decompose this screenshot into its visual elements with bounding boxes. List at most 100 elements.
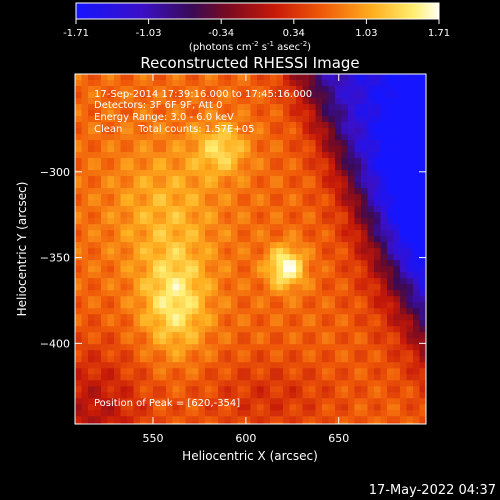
heatmap-cell (263, 248, 271, 255)
heatmap-cell (315, 80, 323, 87)
heatmap-cell (354, 152, 362, 159)
heatmap-cell (224, 98, 232, 105)
heatmap-cell (224, 158, 232, 165)
heatmap-cell (361, 92, 369, 99)
heatmap-cell (296, 218, 304, 225)
heatmap-cell (94, 416, 102, 423)
colorbar-gradient (75, 2, 440, 20)
heatmap-cell (179, 332, 187, 339)
heatmap-cell (231, 158, 239, 165)
heatmap-cell (94, 254, 102, 261)
heatmap-cell (146, 98, 154, 105)
heatmap-cell (244, 188, 252, 195)
heatmap-cell (374, 422, 382, 424)
heatmap-cell (218, 392, 226, 399)
heatmap-cell (257, 200, 265, 207)
heatmap-cell (400, 224, 408, 231)
heatmap-cell (296, 146, 304, 153)
heatmap-cell (309, 206, 317, 213)
heatmap-cell (270, 320, 278, 327)
heatmap-cell (153, 104, 161, 111)
heatmap-cell (335, 392, 343, 399)
heatmap-cell (276, 380, 284, 387)
heatmap-cell (263, 170, 271, 177)
heatmap-cell (140, 158, 148, 165)
heatmap-cell (75, 170, 83, 177)
heatmap-cell (263, 392, 271, 399)
heatmap-cell (179, 122, 187, 129)
heatmap-cell (172, 128, 180, 135)
heatmap-cell (361, 338, 369, 345)
heatmap-cell (283, 254, 291, 261)
heatmap-cell (211, 422, 219, 424)
heatmap-cell (335, 188, 343, 195)
heatmap-cell (159, 206, 167, 213)
heatmap-cell (218, 350, 226, 357)
heatmap-cell (159, 158, 167, 165)
heatmap-cell (250, 140, 258, 147)
heatmap-cell (354, 398, 362, 405)
heatmap-cell (302, 86, 310, 93)
heatmap-cell (244, 206, 252, 213)
heatmap-cell (127, 320, 135, 327)
heatmap-cell (393, 116, 401, 123)
heatmap-cell (224, 194, 232, 201)
heatmap-cell (374, 416, 382, 423)
heatmap-cell (198, 344, 206, 351)
heatmap-cell (400, 356, 408, 363)
heatmap-cell (114, 374, 122, 381)
heatmap-cell (393, 200, 401, 207)
heatmap-cell (153, 284, 161, 291)
heatmap-cell (387, 272, 395, 279)
heatmap-cell (159, 170, 167, 177)
heatmap-cell (400, 230, 408, 237)
heatmap-cell (328, 188, 336, 195)
heatmap-cell (205, 86, 213, 93)
heatmap-cell (263, 242, 271, 249)
heatmap-cell (387, 224, 395, 231)
heatmap-cell (289, 272, 297, 279)
heatmap-cell (185, 110, 193, 117)
heatmap-cell (218, 368, 226, 375)
heatmap-cell (179, 308, 187, 315)
heatmap-cell (302, 212, 310, 219)
heatmap-cell (114, 110, 122, 117)
heatmap-cell (198, 248, 206, 255)
heatmap-cell (172, 314, 180, 321)
heatmap-cell (120, 170, 128, 177)
heatmap-cell (257, 272, 265, 279)
heatmap-cell (166, 146, 174, 153)
heatmap-cell (107, 368, 115, 375)
heatmap-cell (81, 260, 89, 267)
heatmap-cell (302, 278, 310, 285)
heatmap-cell (185, 410, 193, 417)
heatmap-cell (120, 242, 128, 249)
heatmap-cell (348, 134, 356, 141)
heatmap-cell (393, 404, 401, 411)
heatmap-cell (224, 254, 232, 261)
heatmap-cell (107, 206, 115, 213)
heatmap-cell (211, 344, 219, 351)
heatmap-cell (179, 230, 187, 237)
heatmap-cell (374, 410, 382, 417)
heatmap-cell (250, 404, 258, 411)
heatmap-cell (302, 92, 310, 99)
heatmap-cell (159, 122, 167, 129)
heatmap-cell (159, 404, 167, 411)
heatmap-cell (159, 116, 167, 123)
heatmap-cell (114, 422, 122, 424)
heatmap-cell (94, 266, 102, 273)
heatmap-cell (419, 326, 426, 333)
heatmap-cell (257, 386, 265, 393)
heatmap-cell (263, 290, 271, 297)
heatmap-cell (263, 86, 271, 93)
heatmap-cell (88, 386, 96, 393)
heatmap-cell (231, 182, 239, 189)
heatmap-cell (341, 242, 349, 249)
heatmap-cell (231, 326, 239, 333)
heatmap-cell (380, 416, 388, 423)
heatmap-cell (120, 110, 128, 117)
heatmap-cell (289, 140, 297, 147)
heatmap-cell (361, 194, 369, 201)
heatmap-cell (218, 86, 226, 93)
